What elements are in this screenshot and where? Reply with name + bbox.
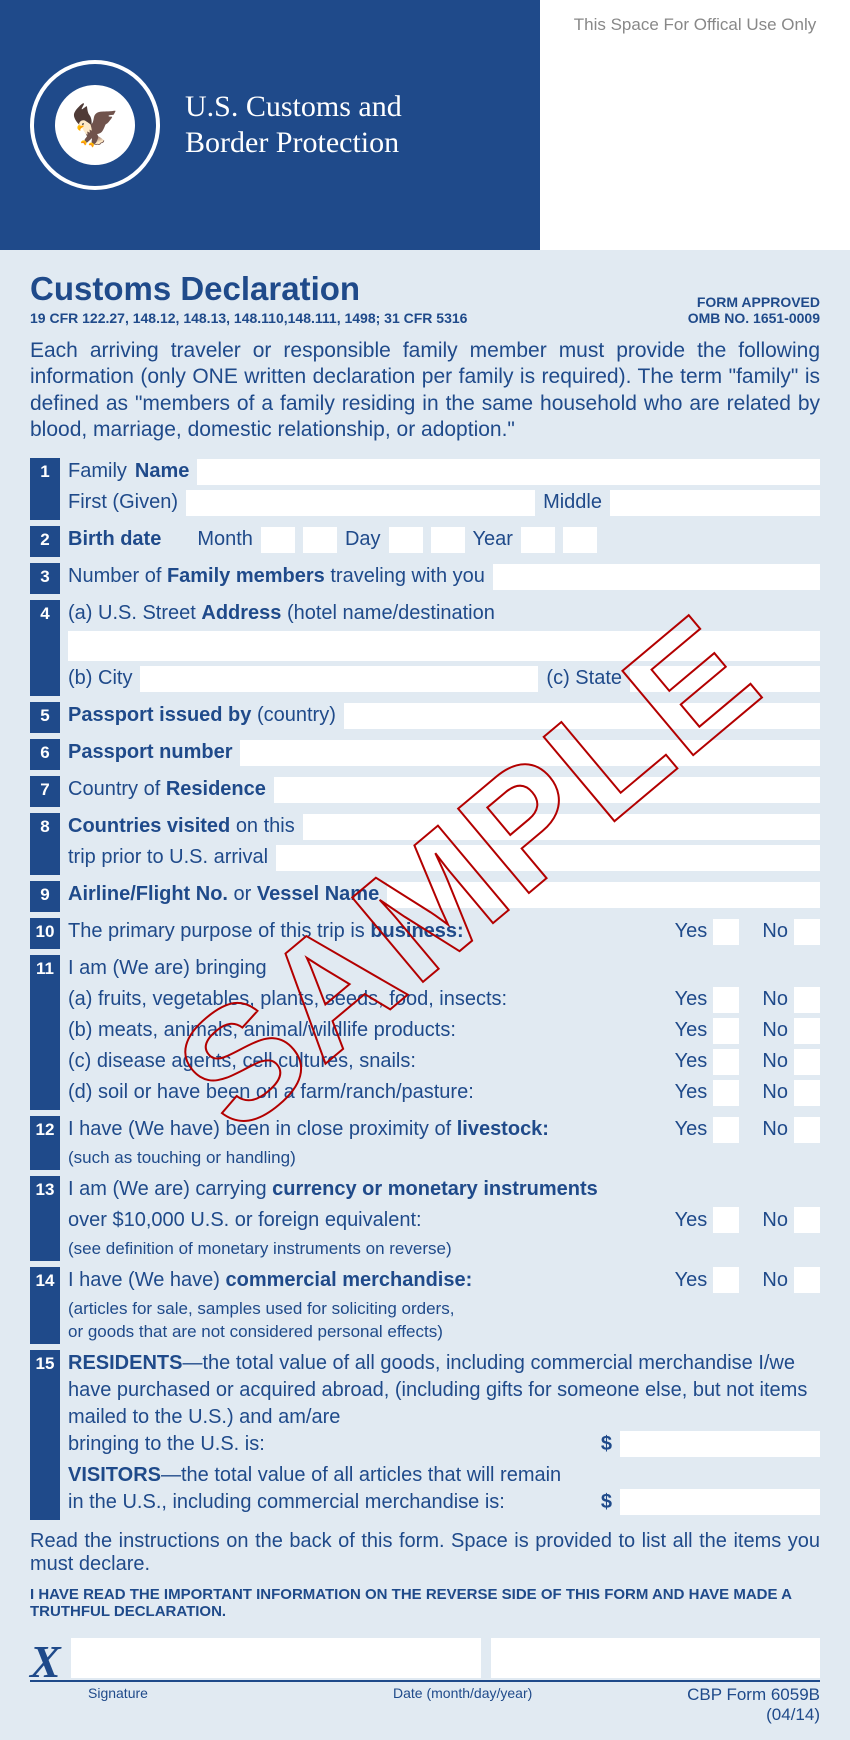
field-number: 10 — [30, 918, 60, 949]
birth-month-2[interactable] — [303, 527, 337, 553]
state-input[interactable] — [630, 666, 820, 692]
residence-country-input[interactable] — [274, 777, 820, 803]
q14-no-checkbox[interactable] — [794, 1267, 820, 1293]
field-number: 3 — [30, 563, 60, 594]
date-input[interactable] — [491, 1638, 820, 1678]
q11a-no-checkbox[interactable] — [794, 987, 820, 1013]
passport-number-input[interactable] — [240, 740, 820, 766]
q11b-no-checkbox[interactable] — [794, 1018, 820, 1044]
attestation: I HAVE READ THE IMPORTANT INFORMATION ON… — [30, 1586, 820, 1620]
countries-visited-input-2[interactable] — [276, 845, 820, 871]
field-number: 14 — [30, 1267, 60, 1344]
intro-text: Each arriving traveler or responsible fa… — [30, 338, 820, 443]
q11c-yes-checkbox[interactable] — [713, 1049, 739, 1075]
q10-yes-checkbox[interactable] — [713, 919, 739, 945]
q11a-yes-checkbox[interactable] — [713, 987, 739, 1013]
birth-year-1[interactable] — [521, 527, 555, 553]
field-number: 9 — [30, 881, 60, 912]
middle-name-input[interactable] — [610, 490, 820, 516]
field-number: 11 — [30, 955, 60, 1110]
field-number: 2 — [30, 526, 60, 557]
form-page: SAMPLE 🦅 U.S. Customs and Border Protect… — [0, 0, 850, 1740]
field-number: 6 — [30, 739, 60, 770]
signature-area: X — [30, 1638, 820, 1682]
city-input[interactable] — [140, 666, 538, 692]
field-number: 7 — [30, 776, 60, 807]
field-number: 12 — [30, 1116, 60, 1170]
family-members-input[interactable] — [493, 564, 820, 590]
signature-input[interactable] — [71, 1638, 482, 1678]
q11d-no-checkbox[interactable] — [794, 1080, 820, 1106]
q11c-no-checkbox[interactable] — [794, 1049, 820, 1075]
field-number: 1 — [30, 458, 60, 520]
countries-visited-input-1[interactable] — [303, 814, 820, 840]
signature-label: Signature — [88, 1685, 393, 1725]
signature-x-icon: X — [30, 1646, 61, 1678]
form-approved: FORM APPROVED OMB NO. 1651-0009 — [688, 294, 820, 326]
field-number: 4 — [30, 600, 60, 696]
header-blue: 🦅 U.S. Customs and Border Protection — [0, 0, 540, 250]
official-use-area: This Space For Offical Use Only — [540, 0, 850, 250]
birth-day-1[interactable] — [389, 527, 423, 553]
field-number: 13 — [30, 1176, 60, 1261]
birth-month-1[interactable] — [261, 527, 295, 553]
q13-yes-checkbox[interactable] — [713, 1207, 739, 1233]
family-name-input[interactable] — [197, 459, 820, 485]
agency-name: U.S. Customs and Border Protection — [185, 89, 402, 161]
read-instructions: Read the instructions on the back of thi… — [30, 1530, 820, 1576]
dhs-seal-icon: 🦅 — [30, 60, 160, 190]
q11d-yes-checkbox[interactable] — [713, 1080, 739, 1106]
address-input[interactable] — [68, 631, 820, 661]
birth-day-2[interactable] — [431, 527, 465, 553]
q12-no-checkbox[interactable] — [794, 1117, 820, 1143]
residents-value-input[interactable] — [620, 1431, 820, 1457]
passport-country-input[interactable] — [344, 703, 820, 729]
field-number: 15 — [30, 1350, 60, 1520]
birth-year-2[interactable] — [563, 527, 597, 553]
form-id: CBP Form 6059B (04/14) — [637, 1685, 820, 1725]
field-number: 5 — [30, 702, 60, 733]
q11b-yes-checkbox[interactable] — [713, 1018, 739, 1044]
cfr-refs: 19 CFR 122.27, 148.12, 148.13, 148.110,1… — [30, 310, 467, 326]
q14-yes-checkbox[interactable] — [713, 1267, 739, 1293]
q13-no-checkbox[interactable] — [794, 1207, 820, 1233]
q10-no-checkbox[interactable] — [794, 919, 820, 945]
date-label: Date (month/day/year) — [393, 1685, 637, 1725]
field-number: 8 — [30, 813, 60, 875]
q12-yes-checkbox[interactable] — [713, 1117, 739, 1143]
header: 🦅 U.S. Customs and Border Protection Thi… — [0, 0, 850, 250]
flight-vessel-input[interactable] — [387, 882, 820, 908]
first-name-input[interactable] — [186, 490, 535, 516]
visitors-value-input[interactable] — [620, 1489, 820, 1515]
form-title: Customs Declaration — [30, 270, 467, 308]
